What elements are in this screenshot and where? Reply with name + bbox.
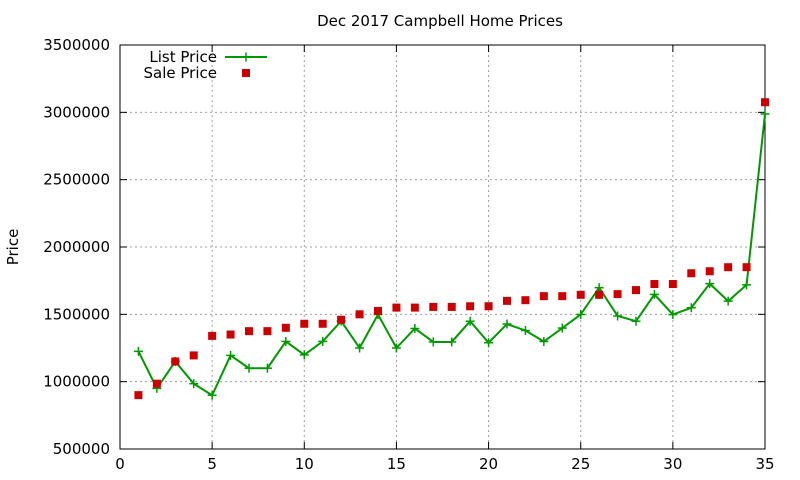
data-point [576, 309, 586, 319]
data-point [761, 98, 769, 107]
data-point [281, 323, 290, 332]
data-point [355, 310, 364, 319]
data-point [724, 263, 733, 272]
x-tick-label: 5 [207, 455, 217, 473]
data-point [263, 327, 272, 336]
data-point [723, 296, 733, 306]
data-point [484, 302, 493, 311]
y-tick-label: 2500000 [43, 171, 110, 189]
data-point [687, 269, 696, 278]
data-point [355, 343, 365, 353]
data-point [299, 350, 309, 360]
data-point [189, 351, 198, 360]
legend-label: Sale Price [144, 64, 217, 82]
data-point [429, 302, 438, 311]
data-point [208, 331, 217, 340]
data-point [134, 391, 143, 400]
data-point [318, 319, 327, 328]
data-point [539, 337, 549, 347]
data-point [447, 302, 456, 311]
data-point [133, 346, 143, 356]
x-tick-label: 30 [663, 455, 682, 473]
y-tick-label: 3000000 [43, 103, 110, 121]
data-point [521, 296, 530, 305]
data-point [594, 283, 604, 293]
data-point [189, 379, 199, 389]
data-point [318, 336, 328, 346]
data-point [558, 292, 567, 301]
data-point [613, 311, 623, 321]
data-point [539, 292, 548, 301]
data-point [742, 280, 752, 290]
data-point [447, 337, 457, 347]
data-point [300, 319, 309, 328]
data-point [465, 316, 475, 326]
data-point [632, 286, 640, 295]
legend-swatch-marker [242, 69, 250, 77]
data-point [650, 280, 659, 289]
x-tick-label: 25 [571, 455, 590, 473]
data-point [171, 357, 180, 366]
legend-label: List Price [149, 48, 217, 66]
x-tick-label: 35 [755, 455, 774, 473]
x-tick-label: 15 [387, 455, 406, 473]
y-axis-label: Price [4, 229, 22, 266]
data-point [484, 338, 494, 348]
data-point [613, 290, 622, 299]
series-sale-price [134, 98, 769, 400]
data-point [576, 290, 585, 299]
data-point [557, 323, 567, 333]
data-point [760, 109, 770, 119]
data-point [705, 267, 714, 276]
x-tick-label: 0 [115, 455, 125, 473]
grid [120, 45, 765, 449]
data-point [668, 280, 677, 289]
data-point [391, 343, 401, 353]
data-point [705, 279, 715, 289]
data-point [649, 289, 659, 299]
data-point [245, 327, 253, 336]
data-point [428, 337, 438, 347]
data-point [686, 303, 696, 313]
data-point [152, 379, 161, 388]
data-point [244, 363, 254, 373]
data-point [668, 310, 678, 320]
data-point [281, 336, 291, 346]
data-point [502, 319, 512, 329]
data-point [410, 323, 420, 333]
data-point [410, 303, 419, 312]
data-point [631, 316, 641, 326]
data-point [503, 296, 511, 305]
legend-swatch-marker [241, 52, 251, 62]
series-line [137, 113, 766, 397]
data-point [226, 350, 236, 360]
y-tick-label: 3500000 [43, 36, 110, 54]
data-point [262, 363, 272, 373]
data-point [374, 306, 382, 315]
y-tick-label: 1000000 [43, 373, 110, 391]
data-point [337, 315, 346, 324]
series-list-price [133, 109, 770, 400]
data-point [520, 325, 530, 335]
series-group [133, 98, 770, 400]
data-point [226, 330, 235, 339]
x-tick-label: 20 [479, 455, 498, 473]
data-point [595, 290, 604, 299]
y-tick-label: 1500000 [43, 305, 110, 323]
y-tick-label: 500000 [53, 440, 110, 458]
data-point [466, 302, 475, 311]
chart-title: Dec 2017 Campbell Home Prices [317, 12, 563, 30]
data-point [392, 303, 401, 312]
y-tick-label: 2000000 [43, 238, 110, 256]
x-tick-label: 10 [295, 455, 314, 473]
data-point [207, 390, 217, 400]
data-point [742, 263, 751, 272]
axis-ticks: 0 5 10 15 20 25 30 35 500000 1000000 1500000 200000… [43, 36, 774, 473]
